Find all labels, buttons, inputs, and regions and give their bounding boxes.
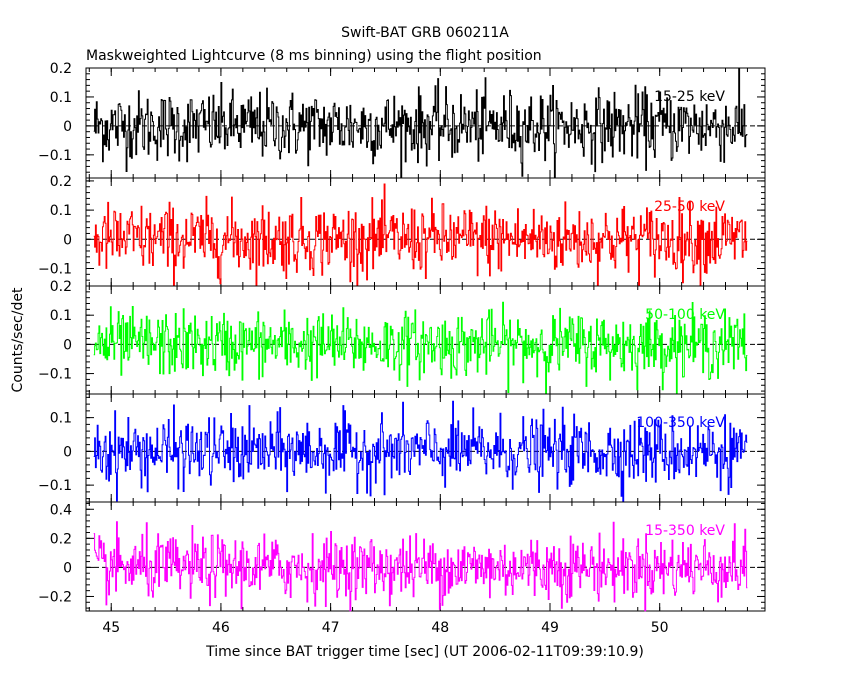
- series-line-5: [93, 521, 748, 612]
- panel-5: −0.2 0 0.2 0.4 15-350 keV: [38, 501, 766, 612]
- panel-2: −0.1 0 0.1 0.2 25-50 keV: [38, 174, 766, 287]
- y-tick-label: −0.1: [38, 261, 72, 277]
- y-tick-label: 0: [63, 337, 72, 353]
- band-label: 15-25 keV: [654, 89, 725, 105]
- x-tick-label: 50: [651, 620, 669, 636]
- panel-frame: [85, 501, 766, 612]
- x-tick-label: 46: [212, 620, 230, 636]
- band-label: 100-350 keV: [636, 415, 725, 431]
- x-tick-label: 45: [102, 620, 120, 636]
- series-line-4: [93, 400, 748, 502]
- y-tick-label: 0.2: [50, 279, 72, 295]
- y-tick-label: 0: [63, 232, 72, 248]
- y-tick-label: 0.1: [50, 203, 72, 219]
- y-axis-label: Counts/sec/det: [10, 287, 26, 392]
- y-tick-label: −0.2: [38, 589, 72, 605]
- series-line-3: [93, 301, 748, 394]
- panel-4: −0.1 0 0.1 100-350 keV: [38, 393, 766, 503]
- y-tick-label: 0: [63, 119, 72, 135]
- panel-1: −0.1 0 0.1 0.2 15-25 keV: [38, 61, 766, 179]
- y-tick-label: 0.4: [50, 502, 72, 518]
- panels-group: −0.1 0 0.1 0.2 15-25 keV −0.1 0 0.1 0.2 25-50 keV…: [38, 61, 766, 636]
- series-line-1: [93, 68, 748, 178]
- x-axis-label: Time since BAT trigger time [sec] (UT 20…: [205, 644, 644, 660]
- chart-subtitle: Maskweighted Lightcurve (8 ms binning) u…: [86, 48, 542, 64]
- chart-title: Swift-BAT GRB 060211A: [341, 25, 509, 41]
- y-tick-label: −0.1: [38, 367, 72, 383]
- band-label: 50-100 keV: [645, 307, 725, 323]
- x-tick-label: 49: [541, 620, 559, 636]
- y-tick-label: 0.2: [50, 61, 72, 77]
- panel-3: −0.1 0 0.1 0.2 50-100 keV: [38, 279, 766, 395]
- y-tick-label: −0.1: [38, 478, 72, 494]
- y-tick-label: 0.1: [50, 411, 72, 427]
- y-tick-label: 0.2: [50, 174, 72, 190]
- y-tick-label: −0.1: [38, 148, 72, 164]
- y-tick-label: 0.1: [50, 308, 72, 324]
- band-label: 15-350 keV: [645, 523, 725, 539]
- y-tick-label: 0.2: [50, 531, 72, 547]
- y-tick-label: 0: [63, 444, 72, 460]
- y-tick-label: 0: [63, 560, 72, 576]
- x-tick-label: 48: [431, 620, 449, 636]
- series-line-2: [93, 183, 748, 286]
- x-tick-label: 47: [322, 620, 340, 636]
- y-tick-label: 0.1: [50, 90, 72, 106]
- band-label: 25-50 keV: [654, 199, 725, 215]
